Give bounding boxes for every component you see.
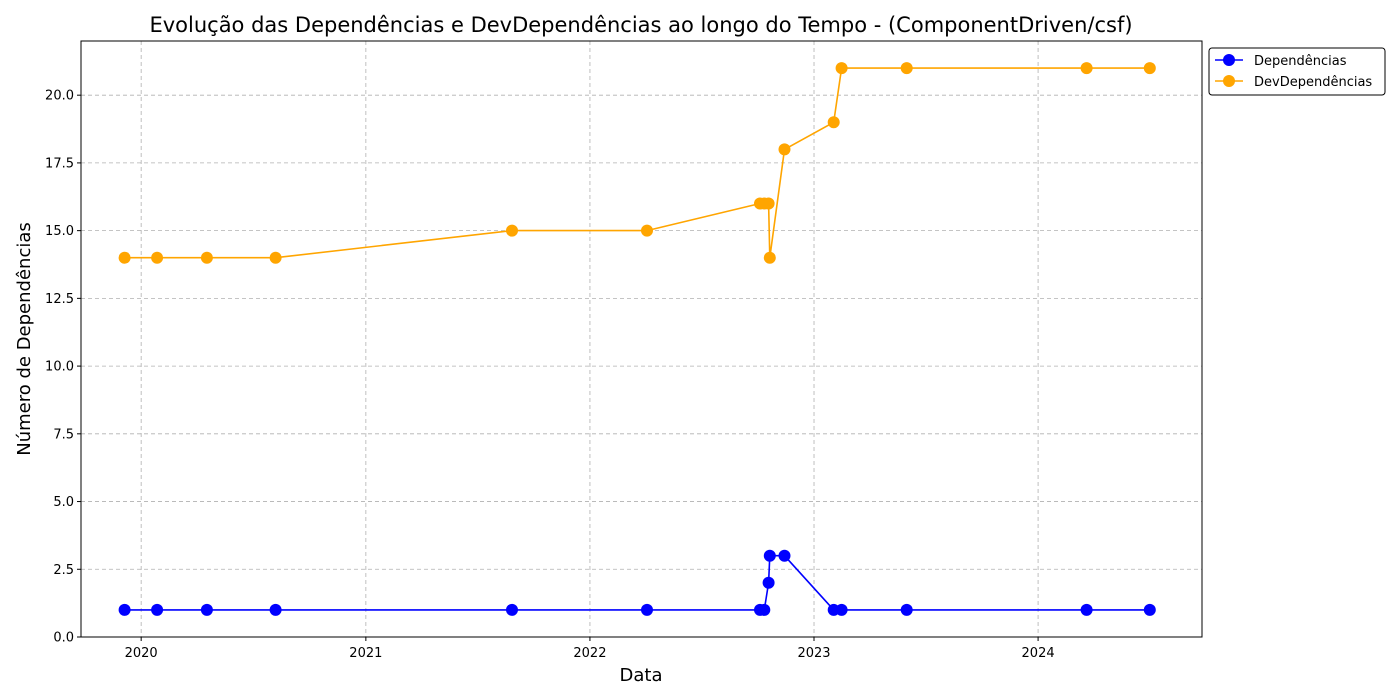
legend-marker-devdependencias	[1223, 75, 1235, 87]
x-tick-label: 2021	[349, 646, 382, 661]
legend-label-dependencias: Dependências	[1254, 54, 1347, 69]
data-point-dependencias	[762, 576, 775, 589]
grid	[81, 41, 1202, 638]
y-tick-label: 12.5	[45, 292, 74, 307]
y-tick-label: 5.0	[53, 495, 74, 510]
data-point-devdependencias	[900, 62, 913, 75]
data-point-dependencias	[1143, 603, 1156, 616]
series-devdependencias	[118, 62, 1156, 264]
data-point-devdependencias	[269, 251, 282, 264]
series-line-dependencias	[124, 554, 1150, 611]
data-point-dependencias	[763, 549, 776, 562]
plot-frame	[80, 40, 1203, 638]
series-layer	[118, 62, 1156, 616]
legend-label-devdependencias: DevDependências	[1254, 75, 1372, 90]
legend-marker-dependencias	[1223, 54, 1235, 66]
data-point-dependencias	[506, 603, 518, 616]
data-point-dependencias	[269, 603, 282, 616]
series-dependencias	[118, 549, 1156, 616]
data-point-devdependencias	[1080, 62, 1093, 75]
data-point-devdependencias	[200, 251, 213, 264]
y-tick-label: 17.5	[45, 156, 74, 171]
data-point-devdependencias	[151, 251, 164, 264]
data-point-devdependencias	[762, 197, 775, 210]
data-point-devdependencias	[118, 251, 131, 264]
y-tick-label: 15.0	[45, 224, 74, 239]
legend: Dependências DevDependências	[1208, 47, 1386, 96]
data-point-dependencias	[118, 603, 131, 616]
data-point-devdependencias	[835, 62, 848, 75]
data-point-devdependencias	[763, 251, 776, 264]
x-tick-label: 2024	[1022, 646, 1055, 661]
x-tick-label: 2022	[573, 646, 606, 661]
data-point-devdependencias	[1143, 62, 1156, 75]
y-tick-label: 2.5	[53, 563, 74, 578]
data-point-dependencias	[758, 603, 771, 616]
y-tick-label: 0.0	[53, 631, 74, 646]
data-point-devdependencias	[827, 116, 840, 129]
data-point-devdependencias	[778, 143, 791, 156]
data-point-dependencias	[200, 603, 213, 616]
legend-box	[1208, 47, 1386, 96]
x-axis-label: Data	[620, 665, 663, 686]
x-tick-label: 2020	[125, 646, 158, 661]
y-axis: 0.0 2.5 5.0 7.5 10.0 12.5 15.0 17.5 20.0	[45, 89, 81, 646]
x-tick-label: 2023	[797, 646, 830, 661]
data-point-dependencias	[641, 603, 653, 616]
data-point-devdependencias	[641, 224, 653, 237]
data-point-devdependencias	[506, 224, 518, 237]
data-point-dependencias	[778, 549, 791, 562]
y-tick-label: 10.0	[45, 360, 74, 375]
y-tick-label: 7.5	[53, 427, 74, 442]
data-point-dependencias	[835, 603, 848, 616]
data-point-dependencias	[900, 603, 913, 616]
data-point-dependencias	[1080, 603, 1093, 616]
chart-title: Evolução das Dependências e DevDependênc…	[149, 13, 1132, 37]
y-axis-label: Número de Dependências	[14, 222, 35, 456]
y-tick-label: 20.0	[45, 89, 74, 104]
data-point-dependencias	[151, 603, 164, 616]
x-axis: 2020 2021 2022 2023 2024	[125, 637, 1055, 661]
